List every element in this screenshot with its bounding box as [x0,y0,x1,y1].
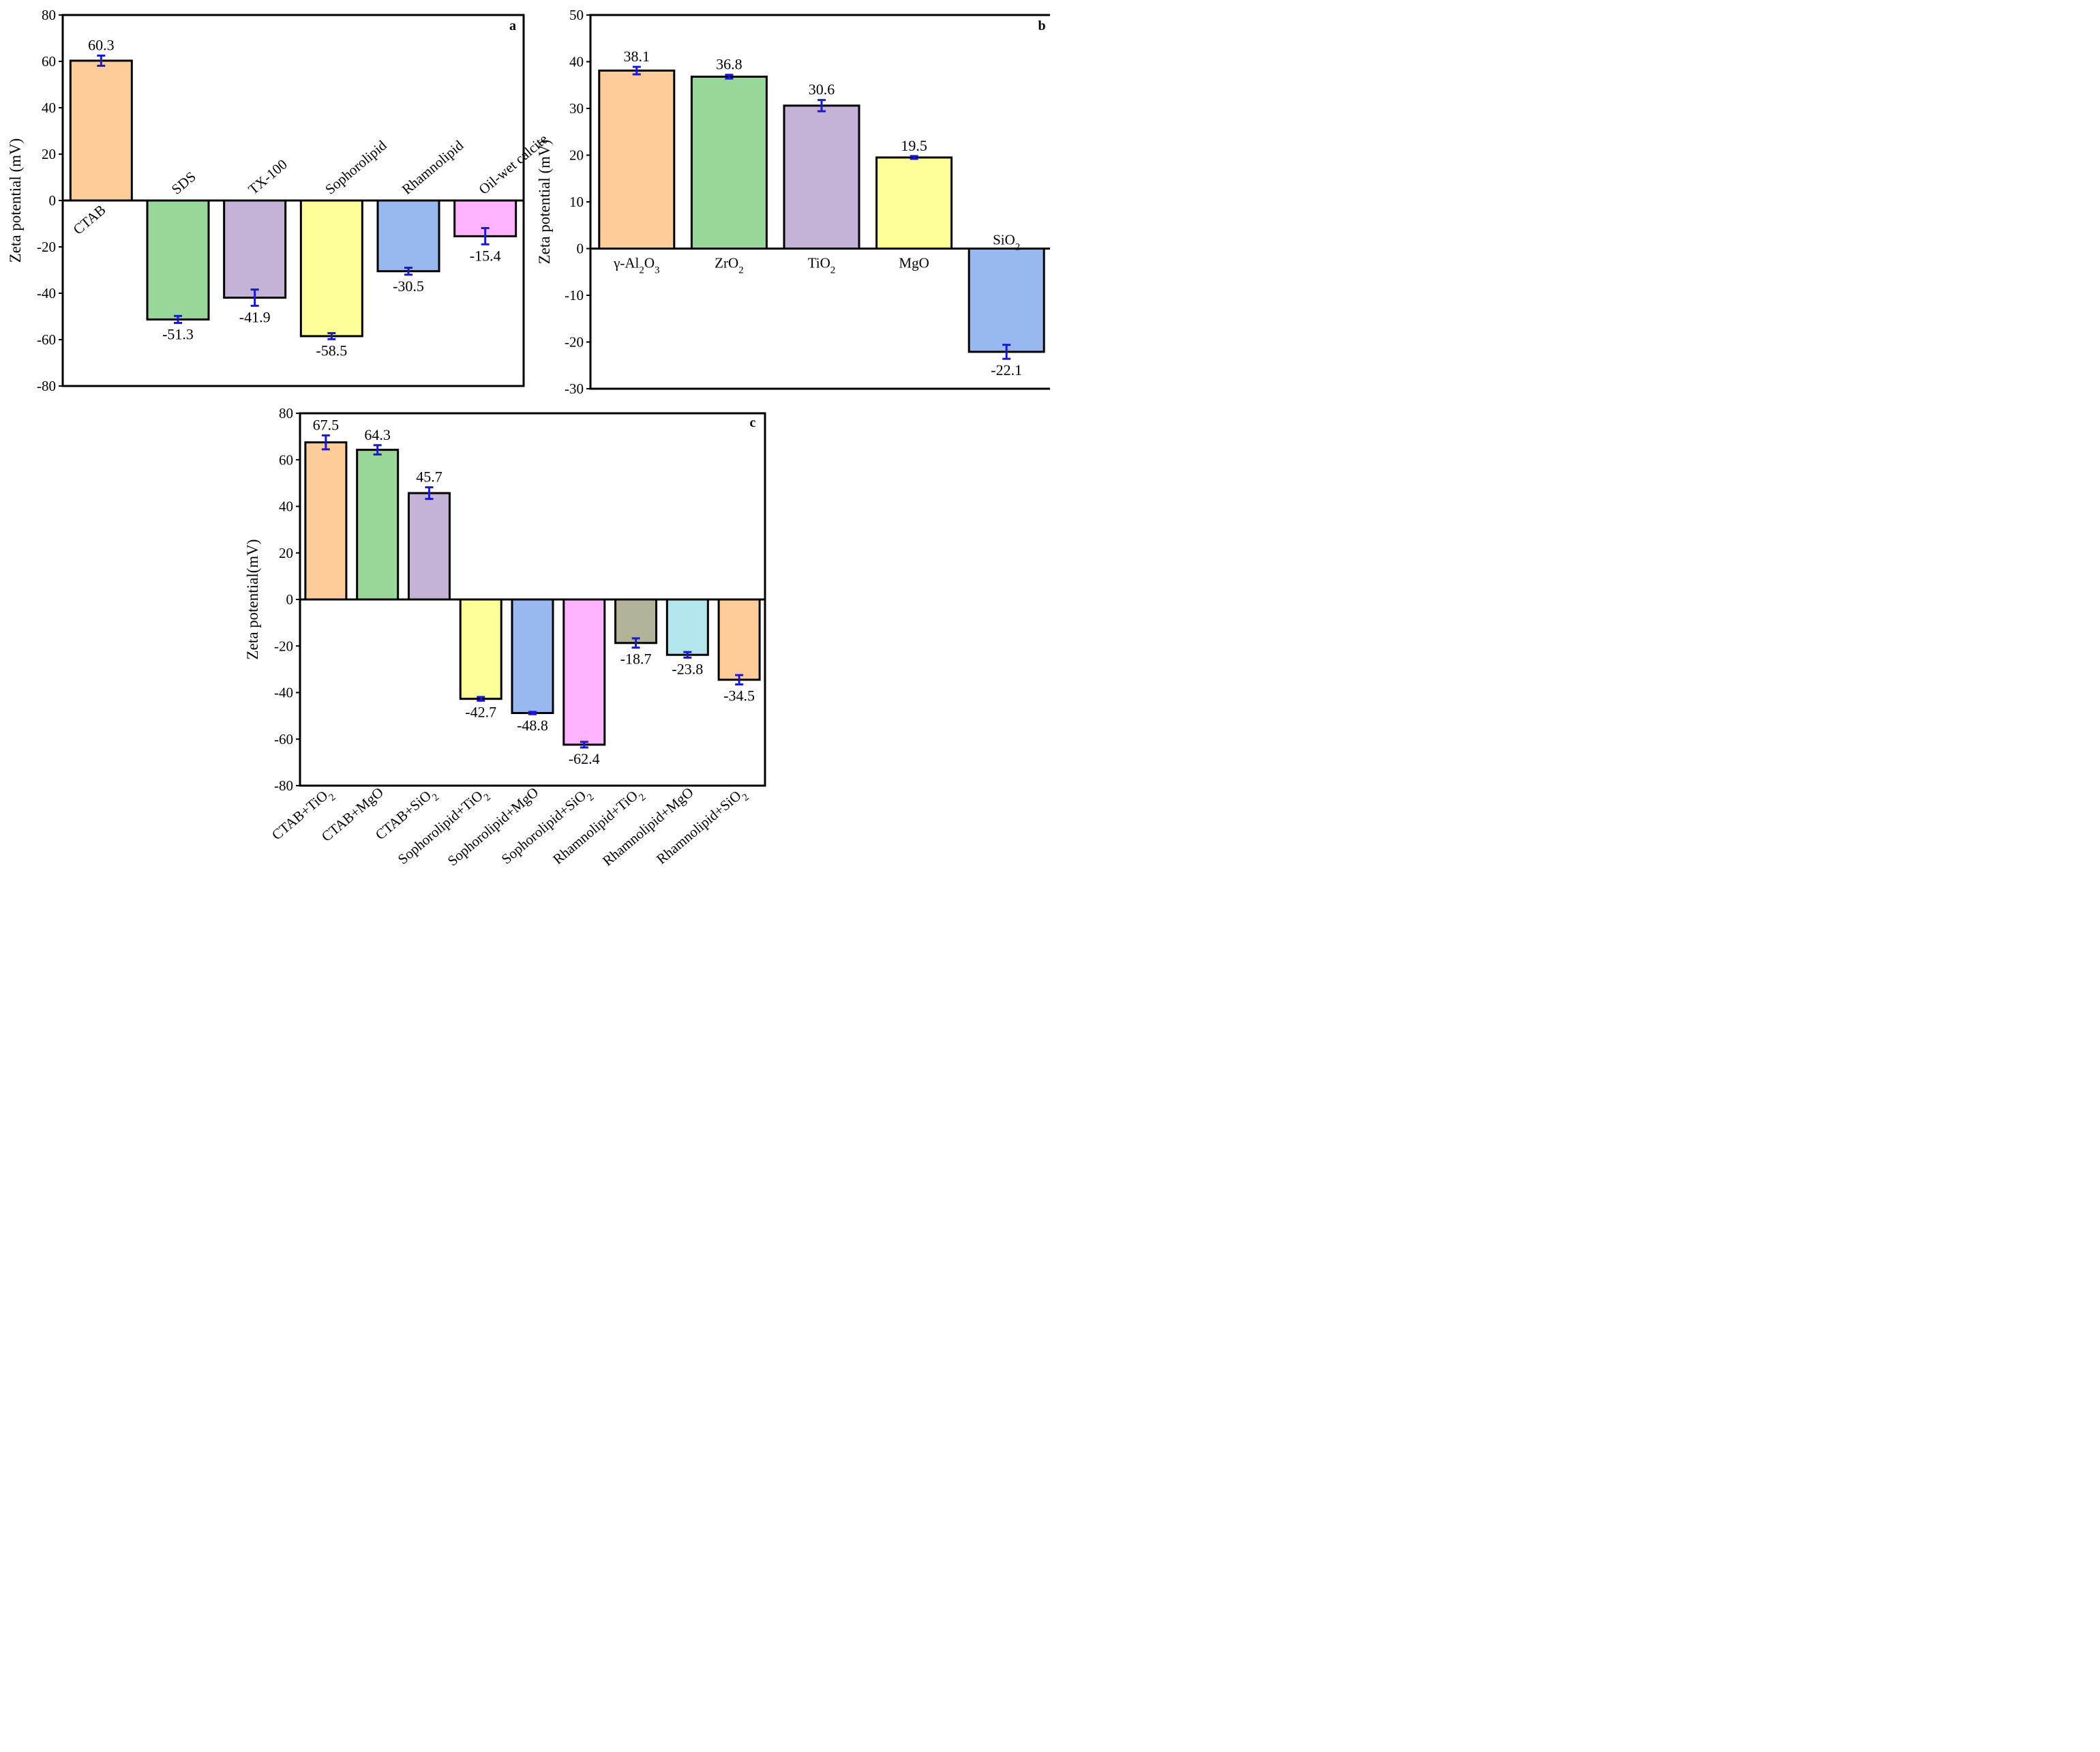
bar [146,199,210,321]
category-label: SDS [168,168,199,198]
y-tick-label: -60 [274,731,293,747]
y-tick-label: -10 [565,287,584,303]
y-tick-label: 0 [577,241,584,257]
value-label: -41.9 [239,308,271,325]
value-label: -30.5 [393,278,424,295]
category-label: γ-Al2O3 [613,255,659,276]
bar [875,156,953,250]
y-tick-label: 80 [42,7,56,23]
y-tick-label: -80 [37,378,56,394]
category-label: CTAB [70,201,109,237]
y-tick-label: 60 [279,451,293,468]
value-label: 38.1 [624,48,650,65]
value-label: -51.3 [162,326,194,343]
bar [356,449,400,601]
y-tick-label: 40 [42,100,56,116]
value-label: 67.5 [313,416,340,433]
bar [717,598,761,681]
y-tick-label: 40 [279,499,293,515]
panel-a: 80 60 40 20 0 -20 -40 -60 -80 Zeta potential (mV)… [7,7,551,394]
bar [407,492,451,601]
bar [459,598,502,700]
y-tick-label: -40 [274,685,293,701]
y-tick-label: -20 [37,239,56,255]
value-label: 36.8 [716,56,742,73]
bar [598,70,676,250]
category-label: Sophorolipid+MgO [445,784,541,869]
bar [967,248,1045,353]
y-tick-label: 60 [42,53,56,70]
panel-b: 50 40 30 20 10 0 -10 -20 -30 Zeta potential (mV) 3… [536,7,1050,397]
bar [665,598,709,656]
panel-letter: c [750,415,756,430]
plot-frame [589,14,1050,390]
category-label: MgO [899,255,929,271]
figure: 80 60 40 20 0 -20 -40 -60 -80 Zeta potential (mV)… [7,7,1050,871]
value-label: -18.7 [620,651,652,668]
y-tick-label: 0 [286,591,294,608]
value-label: -22.1 [991,361,1022,378]
panel-letter: b [1038,18,1045,33]
y-tick-label: 80 [279,405,293,421]
panel-c: 80 60 40 20 0 -20 -40 -60 -80 Zeta potential(mV) 6… [244,405,766,871]
value-label: 19.5 [901,137,927,154]
value-label: -62.4 [569,750,600,767]
y-tick-label: -20 [565,334,584,351]
y-tick-label: 20 [279,545,293,561]
bar [614,598,658,644]
category-label: TX-100 [245,156,290,198]
y-tick-label: -20 [274,638,293,654]
y-tick-label: 50 [569,7,584,23]
bar [562,598,606,746]
bar [511,598,554,715]
y-tick-label: 20 [42,146,56,162]
category-label: Rhamnolipid [399,137,467,198]
category-label: SiO2 [993,232,1020,253]
value-label: 64.3 [364,426,391,443]
category-label: TiO2 [808,255,836,276]
value-label: 45.7 [416,469,442,486]
y-tick-label: -40 [37,285,56,301]
plot-frame [61,14,525,387]
category-label: Sophorolipid [322,137,390,198]
y-axis-label: Zeta potential (mV) [7,138,24,263]
bar [299,199,363,338]
bar [783,104,860,250]
value-label: 60.3 [88,37,115,54]
y-tick-label: -30 [565,381,584,397]
bar [223,199,287,299]
category-label: Rhamnolipid+MgO [599,784,696,869]
y-tick-label: 20 [569,147,584,164]
bar [304,441,348,601]
y-tick-label: -80 [274,777,293,794]
value-label: -15.4 [470,247,501,264]
y-axis-label: Zeta potential (mV) [536,140,553,265]
y-tick-label: 30 [569,100,584,117]
value-label: 30.6 [809,81,835,98]
plot-frame [299,412,766,787]
bar [69,59,133,202]
y-tick-label: 40 [569,54,584,70]
value-label: -48.8 [517,717,548,734]
category-label: Rhamnolipid+SiO2 [653,784,751,871]
bar [690,75,768,250]
value-label: -58.5 [316,342,347,359]
y-tick-label: 0 [49,192,57,209]
panel-letter: a [509,18,516,33]
value-label: -23.8 [672,660,703,677]
category-label: ZrO2 [715,255,744,276]
bar [376,199,440,273]
y-tick-label: 10 [569,194,584,210]
y-tick-label: -60 [37,331,56,348]
y-axis-label: Zeta potential(mV) [244,539,261,660]
value-label: -42.7 [465,703,496,720]
value-label: -34.5 [723,687,755,704]
